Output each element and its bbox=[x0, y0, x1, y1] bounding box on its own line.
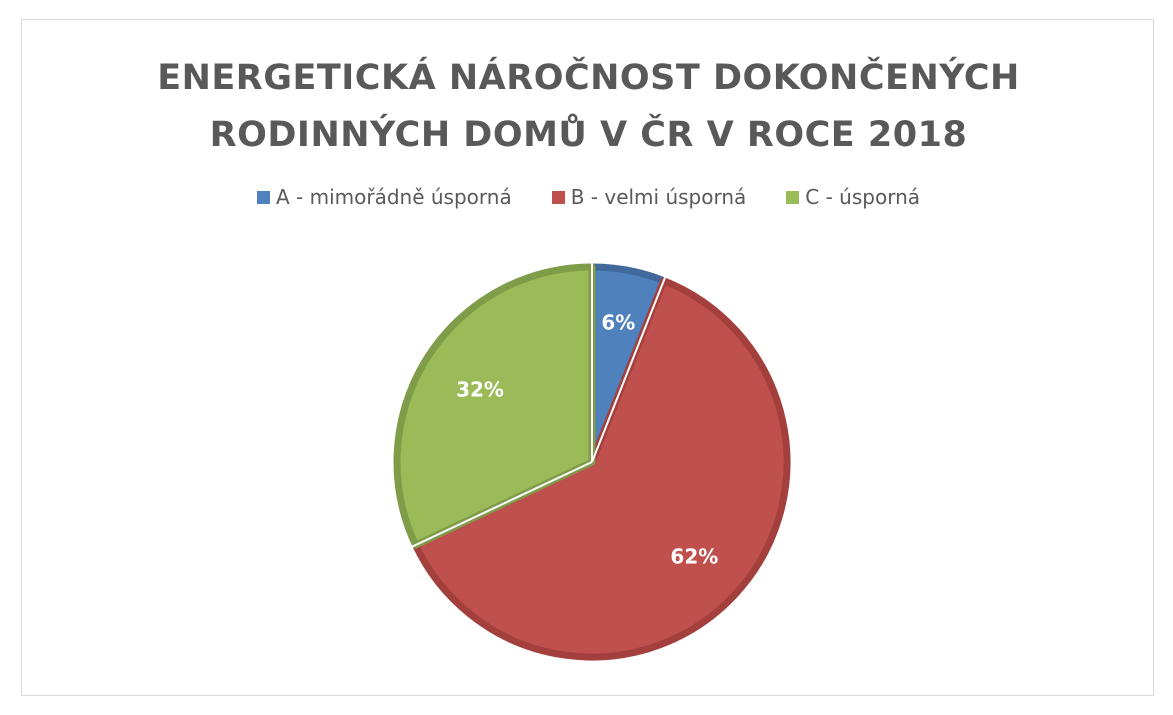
slice-separator-b bbox=[591, 276, 667, 463]
chart-title-line-1: ENERGETICKÁ NÁROČNOST DOKONČENÝCH bbox=[157, 58, 1020, 98]
chart-title: ENERGETICKÁ NÁROČNOST DOKONČENÝCH RODINN… bbox=[22, 50, 1155, 164]
legend-label-b: B - velmi úsporná bbox=[570, 185, 747, 209]
pie-slice-c bbox=[393, 263, 596, 549]
slice-separator-c bbox=[411, 461, 593, 548]
legend-item-c: C - úsporná bbox=[786, 185, 920, 209]
chart-legend: A - mimořádně úsporná B - velmi úsporná … bbox=[22, 185, 1155, 209]
data-label-c: 32% bbox=[456, 377, 504, 401]
pie-slice-b bbox=[412, 277, 791, 661]
data-label-a: 6% bbox=[601, 311, 635, 335]
legend-item-a: A - mimořádně úsporná bbox=[256, 185, 512, 209]
pie-data-labels: 6% 62% 32% bbox=[456, 311, 718, 569]
legend-swatch-a bbox=[256, 190, 270, 204]
legend-swatch-b bbox=[551, 190, 565, 204]
legend-label-a: A - mimořádně úsporná bbox=[275, 185, 512, 209]
pie-chart: 6% 62% 32% bbox=[393, 263, 791, 661]
chart-area: ENERGETICKÁ NÁROČNOST DOKONČENÝCH RODINN… bbox=[21, 19, 1154, 696]
legend-item-b: B - velmi úsporná bbox=[551, 185, 747, 209]
chart-title-line-2: RODINNÝCH DOMŮ V ČR V ROCE 2018 bbox=[209, 115, 968, 155]
data-label-b: 62% bbox=[670, 545, 718, 569]
legend-label-c: C - úsporná bbox=[805, 185, 921, 209]
legend-swatch-c bbox=[786, 190, 800, 204]
pie-slices bbox=[393, 263, 791, 661]
slice-separators bbox=[411, 263, 667, 548]
